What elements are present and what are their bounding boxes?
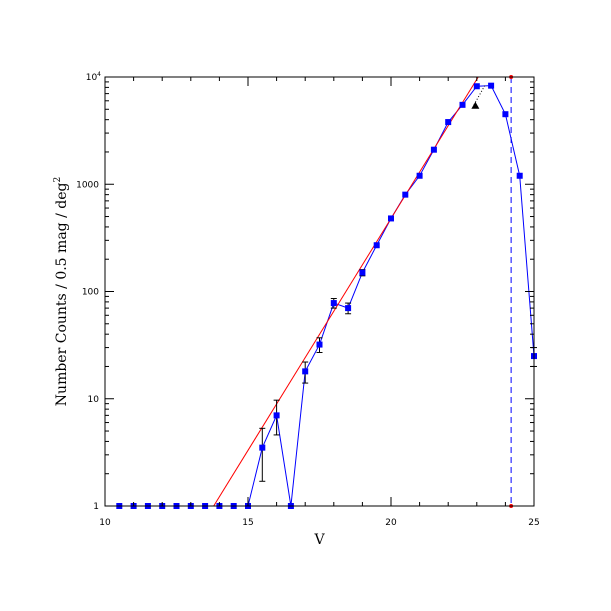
series-line: [213, 77, 479, 506]
x-axis-title: V: [313, 532, 325, 548]
y-tick-label-exponent: 4: [97, 71, 101, 78]
data-point: [488, 82, 495, 89]
data-point: [345, 305, 352, 312]
data-point: [359, 269, 366, 276]
y-axis-title-superscript: 2: [53, 177, 63, 183]
annotations-layer: [471, 75, 514, 508]
data-point: [473, 83, 480, 90]
y-tick-label: 10: [88, 395, 100, 405]
x-tick-labels: 10 15 20 25: [99, 518, 539, 528]
clipped-lines: [119, 77, 534, 506]
x-tick-label: 25: [528, 518, 539, 528]
data-point: [330, 300, 337, 307]
x-tick-label: 15: [242, 518, 253, 528]
data-point: [445, 119, 452, 126]
data-point: [388, 215, 394, 222]
y-axis-title: Number Counts / 0.5 mag / deg2: [53, 177, 70, 406]
series-line: [119, 85, 534, 506]
y-axis-title-group: Number Counts / 0.5 mag / deg2: [53, 177, 70, 406]
data-point: [302, 368, 309, 375]
data-point: [502, 111, 509, 118]
series-layer: [116, 77, 537, 509]
x-tick-label: 10: [99, 518, 111, 528]
y-axis-title-text: Number Counts / 0.5 mag / deg: [54, 183, 70, 407]
data-point: [316, 341, 323, 348]
triangle-marker: [471, 101, 480, 109]
x-tick-label: 20: [385, 518, 397, 528]
y-tick-label-base: 10: [86, 73, 98, 83]
y-tick-label: 104: [86, 71, 101, 83]
data-point: [402, 191, 409, 198]
series-line: [473, 84, 486, 106]
data-point: [459, 101, 466, 108]
data-point: [430, 146, 437, 153]
data-point: [259, 444, 266, 451]
y-tick-label: 1: [93, 502, 99, 512]
data-point: [373, 242, 380, 249]
data-point: [416, 172, 423, 179]
data-point: [273, 412, 280, 419]
y-tick-label: 100: [82, 288, 99, 298]
y-tick-label: 1000: [76, 180, 99, 190]
ticks-layer: [104, 76, 535, 507]
data-point: [516, 172, 523, 179]
plot-frame: [104, 76, 535, 507]
